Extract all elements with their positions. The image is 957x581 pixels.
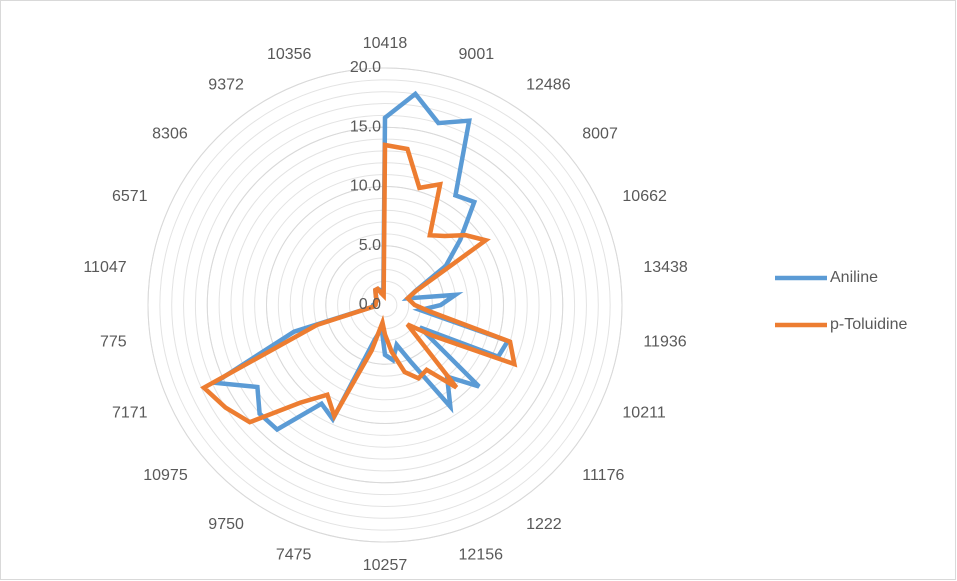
- category-label: 1222: [526, 516, 562, 533]
- category-label: 9372: [208, 77, 244, 94]
- category-label: 6571: [112, 188, 148, 205]
- category-label: 7171: [112, 405, 148, 422]
- category-label: 8306: [152, 125, 188, 142]
- r-tick-label: 10.0: [350, 178, 381, 195]
- category-label: 10356: [267, 46, 312, 63]
- labels-layer: 0.0 5.0 10.0 15.0 20.0 10418 9001 12486 8007 1066…: [83, 35, 907, 574]
- legend-label: Aniline: [830, 269, 878, 286]
- category-label: 11176: [582, 467, 624, 484]
- category-label: 8007: [582, 125, 618, 142]
- grid: [147, 67, 623, 543]
- grid-circle: [147, 67, 623, 543]
- category-label: 10975: [143, 467, 188, 484]
- category-label: 775: [100, 333, 127, 350]
- r-tick-label: 0.0: [359, 296, 381, 313]
- category-label: 12156: [459, 547, 504, 564]
- category-label: 9750: [208, 516, 244, 533]
- minor-grid-circle: [159, 79, 611, 531]
- category-label: 11936: [643, 333, 686, 350]
- r-tick-label: 20.0: [350, 59, 381, 76]
- category-label: 9001: [459, 46, 495, 63]
- r-tick-label: 5.0: [359, 237, 381, 254]
- series-line: [200, 142, 518, 425]
- category-label: 7475: [276, 547, 312, 564]
- minor-grid-circle: [171, 91, 599, 519]
- category-label: 10418: [363, 35, 408, 52]
- r-tick-label: 15.0: [350, 118, 381, 135]
- category-label: 12486: [526, 77, 571, 94]
- category-label: 11047: [83, 259, 126, 276]
- category-label: 10211: [622, 405, 665, 422]
- category-label: 10257: [363, 557, 408, 574]
- category-label: 10662: [622, 188, 667, 205]
- minor-grid-circle: [183, 103, 587, 507]
- series-layer: [200, 90, 518, 433]
- legend-label: p-Toluidine: [830, 316, 907, 333]
- category-label: 13438: [643, 259, 688, 276]
